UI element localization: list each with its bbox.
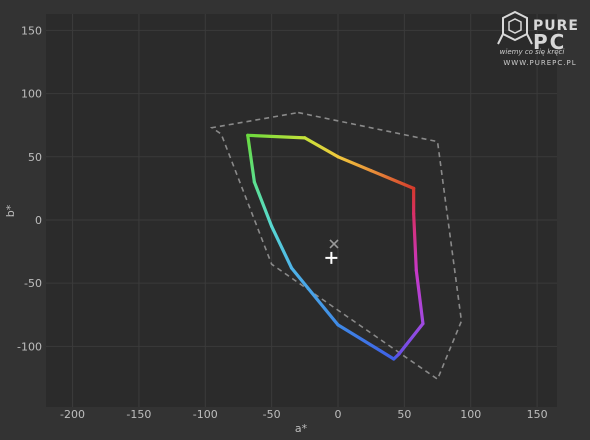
- y-tick-label: 0: [35, 214, 42, 227]
- x-tick-label: 0: [335, 408, 342, 421]
- gamut-segment: [270, 224, 294, 270]
- x-tick-label: -100: [193, 408, 218, 421]
- y-tick-label: 150: [21, 24, 42, 37]
- gamut-segment: [246, 133, 256, 184]
- y-tick-label: 50: [28, 151, 42, 164]
- logo-tagline: wiemy co się kręci: [500, 48, 565, 56]
- logo-cube-icon: [497, 10, 533, 45]
- plot-area: [46, 14, 557, 407]
- gamut-segment: [252, 180, 274, 228]
- gamut-segment: [412, 212, 418, 273]
- gamut-segment: [289, 266, 340, 327]
- x-tick-label: 100: [460, 408, 481, 421]
- purepc-logo: PURE PC wiemy co się kręci WWW.PUREPC.PL: [497, 10, 579, 67]
- measured-gamut: [246, 133, 425, 361]
- x-tick-label: 50: [397, 408, 411, 421]
- white-point-reference: [329, 239, 339, 249]
- y-tick-label: -100: [17, 340, 42, 353]
- white-points: [325, 239, 339, 264]
- logo-brand-bottom: PC: [533, 30, 566, 54]
- grid: [46, 14, 557, 407]
- y-tick-label: -50: [24, 277, 42, 290]
- tick-labels: -200 -150 -100 -50 0 50 100 150 -100 -50 0 50 100 150: [17, 24, 548, 421]
- reference-gamut-line: [209, 111, 463, 381]
- gamut-segment: [414, 268, 425, 326]
- x-tick-label: 150: [527, 408, 548, 421]
- gamut-segment: [369, 169, 416, 190]
- x-tick-label: -150: [126, 408, 151, 421]
- reference-gamut: [209, 111, 463, 381]
- gamut-segment: [303, 136, 340, 159]
- gamut-segment: [397, 321, 425, 356]
- logo-brand-top: PURE: [533, 18, 579, 34]
- y-axis-label: b*: [4, 204, 17, 217]
- x-axis-label: a*: [295, 422, 308, 435]
- logo-url: WWW.PUREPC.PL: [503, 59, 576, 67]
- y-tick-label: 100: [21, 88, 42, 101]
- gamut-segment: [246, 133, 307, 140]
- x-tick-label: -50: [263, 408, 281, 421]
- x-tick-label: -200: [60, 408, 85, 421]
- gamut-segment: [336, 323, 396, 361]
- gamut-segment: [336, 155, 373, 173]
